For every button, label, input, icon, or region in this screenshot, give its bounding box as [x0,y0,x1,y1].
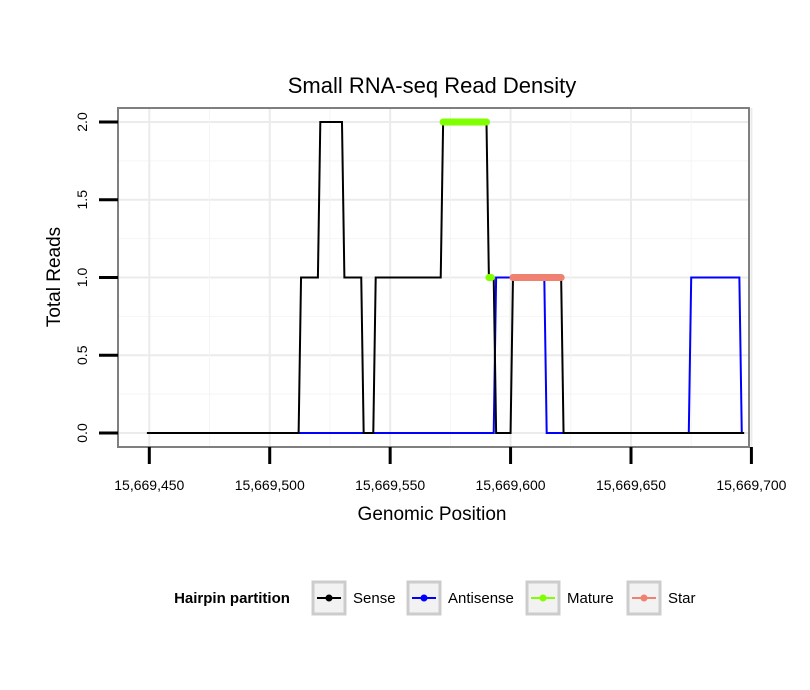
legend-key-point [539,594,547,602]
y-tick-label: 1.0 [74,268,90,288]
x-axis: 15,669,450 15,669,500 15,669,550 15,669,600… [114,447,787,493]
y-axis: 0.0 0.5 1.0 1.5 2.0 [74,112,118,443]
y-tick-label: 1.5 [74,190,90,210]
x-tick-label: 15,669,500 [235,477,305,493]
y-tick-label: 2.0 [74,112,90,132]
y-tick-label: 0.5 [74,345,90,365]
legend-label: Star [668,590,696,607]
x-tick-label: 15,669,450 [114,477,184,493]
x-tick-label: 15,669,650 [596,477,666,493]
x-tick-label: 15,669,600 [476,477,546,493]
legend-entry-mature: Mature [525,580,614,616]
legend-key-point [640,594,648,602]
x-axis-label: Genomic Position [358,504,507,525]
gridlines [118,108,753,447]
partition-segments [439,118,565,281]
x-tick-label: 15,669,700 [716,477,786,493]
x-tick-label: 15,669,550 [355,477,425,493]
legend-key-point [420,594,428,602]
legend-entry-sense: Sense [311,580,396,616]
series-line-sense [146,121,745,434]
chart-title: Small RNA-seq Read Density [288,73,577,98]
y-axis-label: Total Reads [44,227,65,327]
legend: Hairpin partition Sense Antisense Mature St… [174,580,696,616]
legend-entry-antisense: Antisense [406,580,514,616]
legend-label: Mature [567,590,614,607]
legend-title: Hairpin partition [174,590,290,607]
legend-key-point [325,594,333,602]
y-tick-label: 0.0 [74,423,90,443]
legend-label: Antisense [448,590,514,607]
series-lines [146,121,745,434]
legend-entry-star: Star [626,580,696,616]
legend-label: Sense [353,590,396,607]
